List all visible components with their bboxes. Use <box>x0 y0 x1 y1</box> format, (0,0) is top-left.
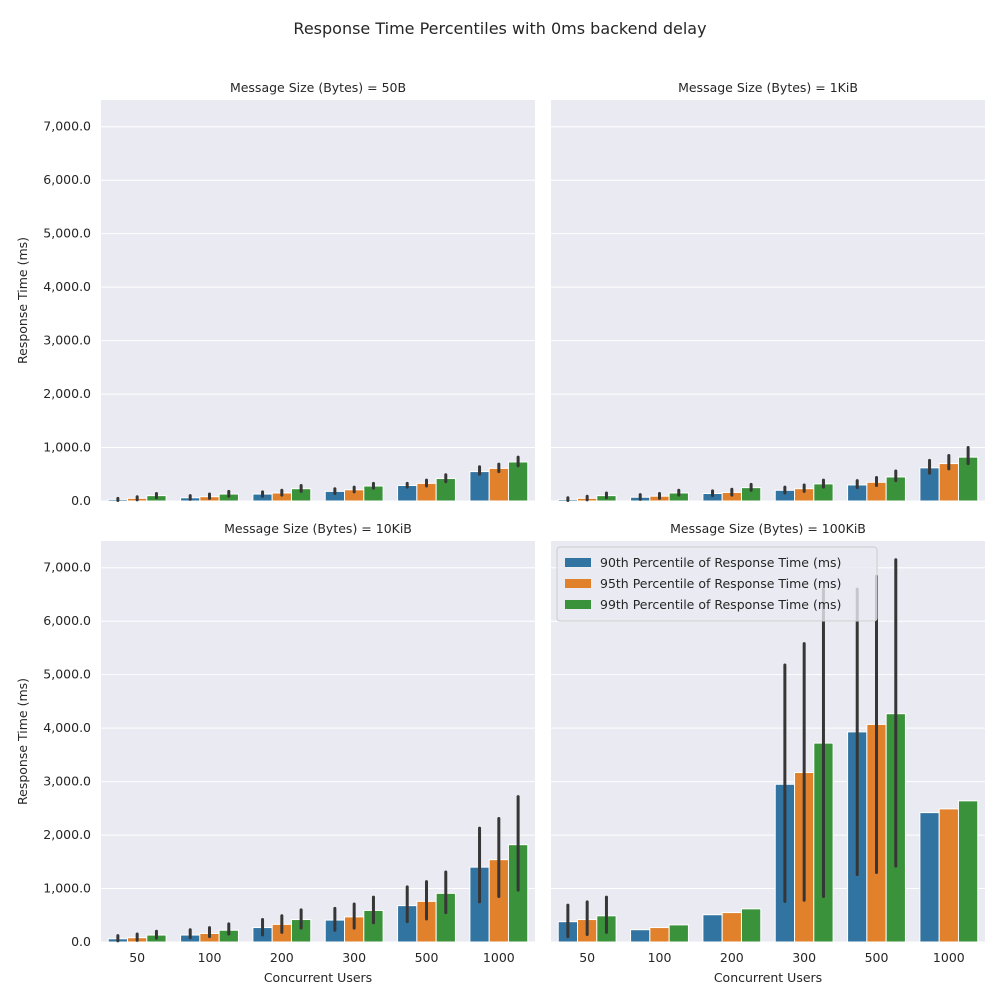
x-tick-label: 200 <box>720 950 744 965</box>
bar-p95-100 <box>649 927 670 943</box>
x-tick-label: 500 <box>415 950 439 965</box>
bar-p99-200 <box>740 908 762 943</box>
bar-p90-1000 <box>919 812 940 943</box>
y-tick-label: 5,000.0 <box>43 667 91 682</box>
panel-1: 0.0 1,000.0 2,000.0 3,000.0 4,000.0 5,000.0 6,… <box>15 80 535 508</box>
bar-p95-200 <box>721 912 742 943</box>
bar-p90-200 <box>702 914 723 943</box>
y-tick-label: 3,000.0 <box>43 333 91 348</box>
y-tick-label: 2,000.0 <box>43 386 91 401</box>
legend: 90th Percentile of Response Time (ms) 95t… <box>556 546 878 622</box>
x-tick-label: 500 <box>865 950 889 965</box>
y-tick-label: 6,000.0 <box>43 613 91 628</box>
bar-p90-1000 <box>469 471 490 502</box>
x-tick-label: 200 <box>270 950 294 965</box>
legend-entry: 90th Percentile of Response Time (ms) <box>600 555 841 570</box>
x-tick-label: 300 <box>792 950 816 965</box>
x-tick-label: 100 <box>198 950 222 965</box>
panel-2: Message Size (Bytes) = 1KiB <box>551 80 985 502</box>
legend-frame <box>556 546 878 622</box>
x-tick-label: 1000 <box>933 950 965 965</box>
panel-4: Message Size (Bytes) = 100KiB 50 100 200 300… <box>551 521 985 985</box>
facet-grid: 0.0 1,000.0 2,000.0 3,000.0 4,000.0 5,000.0 6,… <box>15 80 985 985</box>
y-tick-label: 2,000.0 <box>43 827 91 842</box>
panel-background <box>551 100 985 501</box>
bar-p99-1000 <box>507 461 529 502</box>
y-axis-label: Response Time (ms) <box>15 678 30 805</box>
bar-p99-100 <box>668 924 689 943</box>
bar-p90-100 <box>630 929 651 943</box>
legend-swatch-p90 <box>565 558 591 567</box>
legend-swatch-p99 <box>565 600 591 609</box>
panel-title: Message Size (Bytes) = 50B <box>230 80 406 95</box>
legend-entry: 99th Percentile of Response Time (ms) <box>600 597 841 612</box>
bar-p95-1000 <box>488 467 509 502</box>
x-tick-label: 50 <box>579 950 595 965</box>
y-tick-label: 0.0 <box>71 934 91 949</box>
panel-title: Message Size (Bytes) = 1KiB <box>678 80 858 95</box>
bar-p99-1000 <box>957 800 979 943</box>
panel-title: Message Size (Bytes) = 10KiB <box>224 521 412 536</box>
legend-swatch-p95 <box>565 579 591 588</box>
y-tick-label: 4,000.0 <box>43 279 91 294</box>
bar-p95-1000 <box>938 808 959 943</box>
x-tick-label: 1000 <box>483 950 515 965</box>
y-tick-label: 6,000.0 <box>43 172 91 187</box>
y-tick-label: 7,000.0 <box>43 560 91 575</box>
panel-background <box>101 100 535 501</box>
x-tick-label: 300 <box>342 950 366 965</box>
x-axis-label: Concurrent Users <box>264 970 372 985</box>
x-tick-label: 100 <box>648 950 672 965</box>
y-tick-label: 1,000.0 <box>43 440 91 455</box>
y-tick-label: 0.0 <box>71 493 91 508</box>
y-tick-label: 1,000.0 <box>43 881 91 896</box>
y-axis-label: Response Time (ms) <box>15 237 30 364</box>
panel-title: Message Size (Bytes) = 100KiB <box>670 521 866 536</box>
figure-title: Response Time Percentiles with 0ms backe… <box>293 19 706 38</box>
x-axis-label: Concurrent Users <box>714 970 822 985</box>
y-tick-label: 7,000.0 <box>43 119 91 134</box>
y-tick-label: 5,000.0 <box>43 226 91 241</box>
panel-background <box>101 541 535 942</box>
panel-3: 0.0 1,000.0 2,000.0 3,000.0 4,000.0 5,000.0 6,… <box>15 521 535 985</box>
y-tick-label: 4,000.0 <box>43 720 91 735</box>
y-tick-label: 3,000.0 <box>43 774 91 789</box>
x-tick-label: 50 <box>129 950 145 965</box>
legend-entry: 95th Percentile of Response Time (ms) <box>600 576 841 591</box>
